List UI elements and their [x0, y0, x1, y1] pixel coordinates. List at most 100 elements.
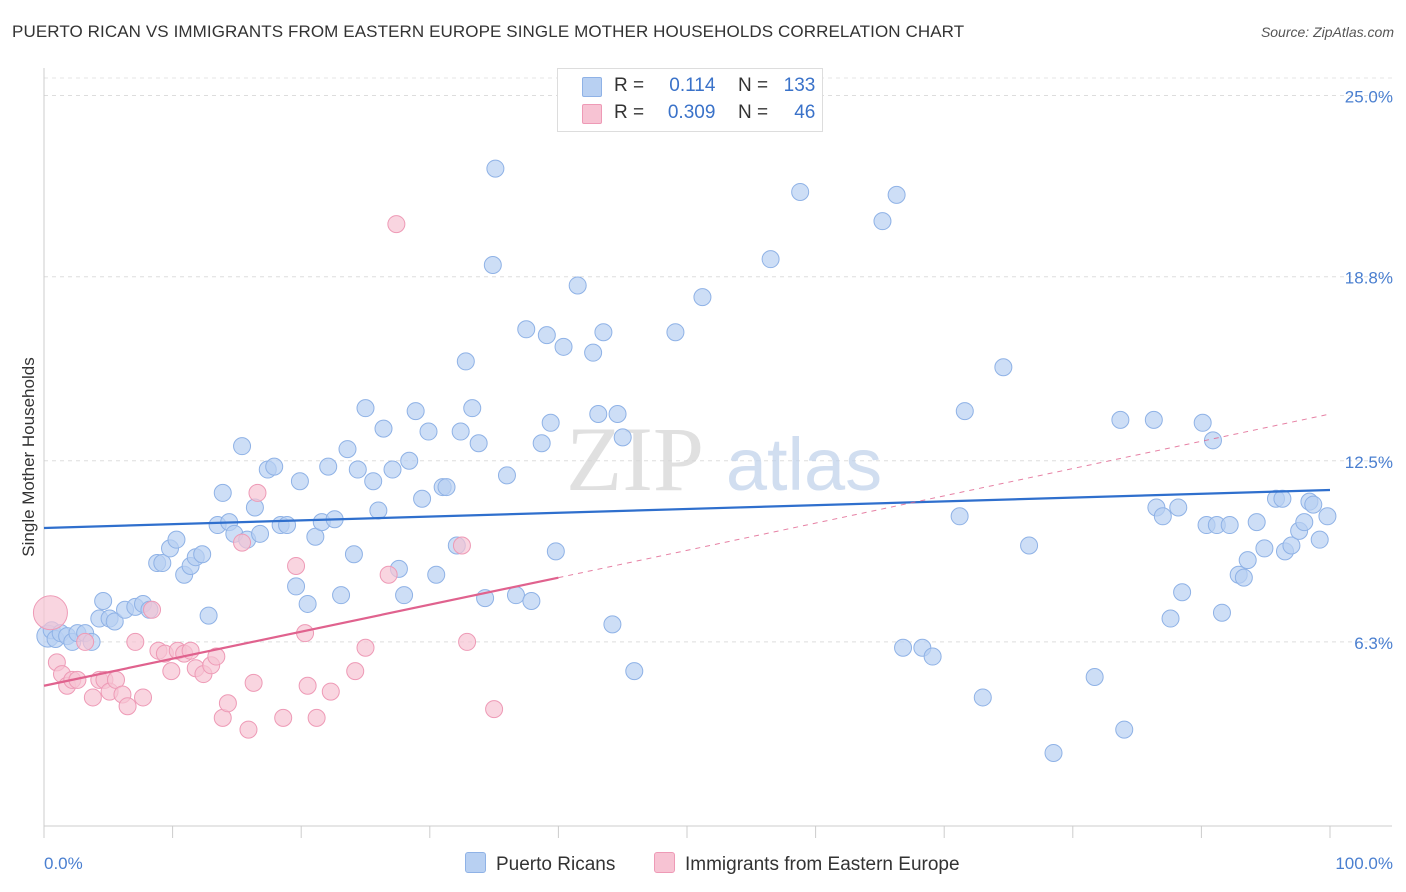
y-tick-label: 12.5% — [1345, 453, 1393, 472]
puerto-rican-point — [506, 586, 525, 605]
puerto-rican-point — [1304, 495, 1323, 514]
puerto-rican-point — [437, 478, 456, 497]
y-axis-label: Single Mother Households — [19, 357, 38, 556]
puerto-rican-point — [413, 489, 432, 508]
x-tick-label: 100.0% — [1335, 854, 1393, 873]
gridlines — [44, 77, 1392, 643]
puerto-rican-point — [1144, 410, 1163, 429]
puerto-rican-point — [625, 662, 644, 681]
puerto-rican-point — [356, 399, 375, 418]
puerto-rican-point — [167, 530, 186, 549]
pink-swatch — [654, 852, 675, 873]
puerto-rican-point — [761, 250, 780, 269]
bottom-legend-label: Puerto Ricans — [496, 854, 616, 875]
puerto-rican-point — [456, 352, 475, 371]
puerto-rican-point — [546, 542, 565, 561]
puerto-rican-point — [395, 586, 414, 605]
puerto-rican-point — [1247, 513, 1266, 532]
puerto-rican-point — [319, 457, 338, 476]
eastern-europe-point — [143, 600, 162, 619]
puerto-rican-point — [568, 276, 587, 295]
eastern-europe-point — [239, 720, 258, 739]
puerto-rican-point — [105, 612, 124, 631]
bottom-legend-puerto-ricans: Puerto Ricans — [465, 852, 615, 876]
puerto-rican-point — [469, 434, 488, 453]
puerto-rican-point — [94, 592, 113, 611]
puerto-rican-point — [193, 545, 212, 564]
puerto-rican-point — [483, 256, 502, 274]
puerto-rican-point — [554, 337, 573, 356]
x-tick-label: 0.0% — [44, 854, 83, 873]
puerto-rican-point — [873, 212, 892, 231]
y-tick-label: 25.0% — [1345, 88, 1393, 107]
watermark-zip: ZIP — [566, 408, 704, 510]
puerto-rican-point — [278, 516, 297, 535]
puerto-rican-point — [1020, 536, 1039, 555]
eastern-europe-point — [162, 662, 181, 681]
bottom-legend-eastern-europe: Immigrants from Eastern Europe — [654, 852, 960, 876]
puerto-rican-point — [1273, 489, 1292, 508]
puerto-rican-point — [1115, 720, 1134, 739]
trend-line-eastern-europe — [43, 576, 559, 687]
puerto-rican-point — [427, 565, 446, 584]
puerto-rican-point — [887, 185, 906, 204]
legend-n-value: 46 — [794, 102, 816, 123]
puerto-rican-point — [532, 434, 551, 453]
eastern-europe-point — [274, 708, 293, 727]
eastern-europe-point — [83, 688, 102, 707]
puerto-rican-point — [1173, 583, 1192, 602]
puerto-rican-point — [1153, 507, 1172, 526]
puerto-rican-point — [584, 343, 603, 362]
puerto-rican-point — [517, 320, 536, 339]
puerto-rican-point — [1111, 410, 1130, 429]
puerto-rican-point — [1234, 568, 1253, 587]
puerto-rican-point — [251, 524, 270, 543]
puerto-rican-point — [369, 501, 388, 520]
puerto-rican-point — [400, 451, 419, 470]
puerto-rican-point — [1255, 539, 1274, 558]
puerto-rican-point — [1220, 516, 1239, 535]
eastern-europe-point — [244, 673, 263, 692]
puerto-rican-point — [693, 288, 712, 307]
puerto-rican-point — [419, 422, 438, 441]
blue-swatch — [465, 852, 486, 873]
puerto-rican-point — [950, 507, 969, 526]
puerto-rican-point — [666, 323, 685, 342]
eastern-europe-point — [126, 632, 145, 651]
legend-n-value: 133 — [783, 75, 816, 96]
blue-swatch — [582, 77, 602, 97]
puerto-rican-point — [348, 460, 367, 479]
puerto-rican-point — [406, 402, 425, 421]
puerto-rican-point — [1282, 536, 1301, 555]
puerto-rican-point — [1295, 513, 1314, 532]
y-tick-label: 18.8% — [1345, 269, 1393, 288]
puerto-rican-point — [613, 428, 632, 447]
eastern-europe-point — [207, 647, 226, 666]
eastern-europe-point — [346, 662, 365, 681]
trend-lines — [43, 413, 1331, 687]
legend-r-label: R = — [614, 102, 645, 123]
puerto-rican-point — [537, 326, 556, 345]
puerto-rican-point — [463, 399, 482, 418]
puerto-rican-point — [287, 577, 306, 596]
source-label: Source: ZipAtlas.com — [1260, 24, 1394, 40]
bottom-legend-label: Immigrants from Eastern Europe — [685, 854, 960, 875]
puerto-rican-point — [344, 545, 363, 564]
puerto-rican-point — [265, 457, 284, 476]
puerto-rican-point — [1161, 609, 1180, 628]
eastern-europe-point — [452, 536, 471, 555]
y-tick-label: 6.3% — [1354, 634, 1393, 653]
watermark-atlas: atlas — [726, 423, 882, 506]
eastern-europe-point — [32, 595, 68, 631]
eastern-europe-point — [458, 632, 477, 651]
tick-labels: 6.3% 12.5% 18.8% 25.0% 0.0% 100.0% — [44, 88, 1393, 873]
puerto-rican-point — [522, 592, 541, 611]
puerto-rican-point — [1193, 413, 1212, 432]
trend-line-puerto-ricans — [43, 488, 1331, 530]
legend-r-value: 0.114 — [669, 75, 716, 96]
puerto-rican-point — [923, 647, 942, 666]
puerto-rican-point — [245, 498, 264, 517]
data-points — [32, 159, 1337, 762]
puerto-rican-point — [1044, 743, 1063, 762]
